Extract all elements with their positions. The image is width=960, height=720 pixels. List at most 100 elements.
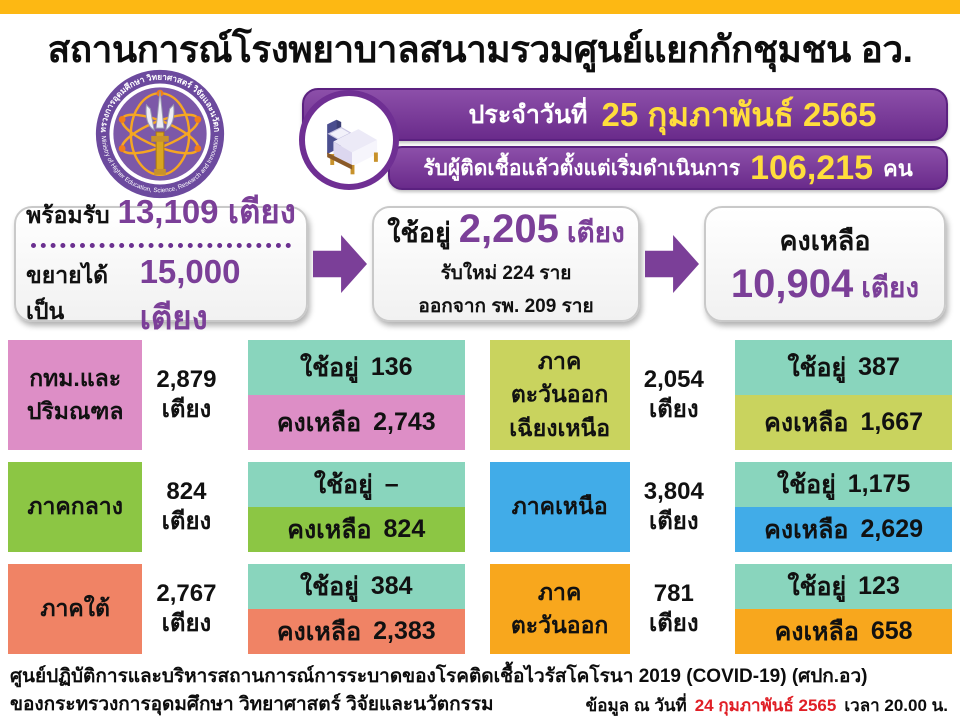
beds-count: 824 — [166, 478, 207, 505]
inuse-value: 387 — [858, 353, 900, 381]
region-name-east: ภาค ตะวันออก — [489, 564, 630, 654]
region-stack-central: ใช้อยู่ – คงเหลือ 824 — [247, 462, 465, 552]
remain-value: 2,629 — [860, 515, 924, 543]
right-arrow-icon — [645, 234, 699, 294]
grid-row-2: ภาคกลาง 824 เตียง ใช้อยู่ – คงเหลือ 824 … — [8, 462, 952, 552]
region-name-bkk: กทม.และ ปริมณฑล — [8, 340, 143, 450]
inuse-bar: ใช้อยู่ 1,175 — [735, 462, 952, 507]
region-stack-north: ใช้อยู่ 1,175 คงเหลือ 2,629 — [735, 462, 952, 552]
remain-label: คงเหลือ — [764, 515, 849, 544]
remain-label: คงเหลือ — [276, 617, 362, 646]
bed-icon — [327, 119, 378, 175]
beds-count: 781 — [653, 580, 694, 607]
remain-value: 1,667 — [860, 408, 924, 436]
region-name-central: ภาคกลาง — [8, 462, 143, 552]
inuse-label: ใช้อยู่ — [313, 470, 373, 499]
remain-value: 824 — [383, 515, 426, 543]
regions-grid: กทม.และ ปริมณฑล 2,879 เตียง ใช้อยู่ 136 … — [8, 340, 952, 666]
remaining-value: 10,904 — [730, 261, 854, 306]
page-title: สถานการณ์โรงพยาบาลสนามรวมศูนย์แยกกักชุมช… — [47, 29, 913, 70]
remain-label: คงเหลือ — [764, 408, 849, 437]
inuse-label: ใช้อยู่ — [776, 470, 836, 499]
beds-unit: เตียง — [649, 396, 699, 423]
region-beds-south: 2,767 เตียง — [142, 564, 230, 654]
date-banner: ประจำวันที่ 25 กุมภาพันธ์ 2565 — [302, 88, 948, 141]
data-suffix: เวลา 20.00 น. — [844, 696, 948, 715]
beds-count: 2,767 — [156, 580, 217, 607]
beds-unit: เตียง — [161, 396, 212, 423]
beds-count: 2,054 — [643, 366, 704, 393]
in-use-box: ใช้อยู่ 2,205 เตียง รับใหม่ 224 ราย ออกจ… — [372, 206, 640, 322]
region-beds-north: 3,804 เตียง — [630, 462, 718, 552]
inuse-value: 123 — [858, 572, 900, 600]
region-stack-south: ใช้อยู่ 384 คงเหลือ 2,383 — [247, 564, 465, 654]
remain-bar: คงเหลือ 2,383 — [247, 609, 465, 654]
mhesi-logo: กระทรวงการอุดมศึกษา วิทยาศาสตร์ วิจัยและ… — [92, 66, 228, 202]
top-yellow-band — [0, 0, 960, 14]
grid-row-3: ภาคใต้ 2,767 เตียง ใช้อยู่ 384 คงเหลือ 2… — [8, 564, 952, 654]
inuse-bar: ใช้อยู่ 123 — [735, 564, 952, 609]
inuse-unit: เตียง — [566, 217, 625, 248]
beds-count: 2,879 — [156, 366, 217, 393]
remain-label: คงเหลือ — [774, 617, 859, 646]
beds-unit: เตียง — [161, 508, 212, 535]
inuse-label: ใช้อยู่ — [787, 353, 847, 382]
region-beds-northeast: 2,054 เตียง — [630, 340, 718, 450]
inuse-bar: ใช้อยู่ 136 — [247, 340, 465, 395]
remaining-unit: เตียง — [861, 271, 920, 303]
remain-value: 2,743 — [373, 408, 436, 436]
inuse-value: – — [384, 470, 399, 498]
footer-line1: ศูนย์ปฏิบัติการและบริหารสถานการณ์การระบา… — [10, 666, 868, 687]
ready-label: พร้อมรับ — [26, 201, 110, 228]
region-beds-bkk: 2,879 เตียง — [142, 340, 230, 450]
region-stack-east: ใช้อยู่ 123 คงเหลือ 658 — [735, 564, 952, 654]
inuse-bar: ใช้อยู่ 384 — [247, 564, 465, 609]
admitted-label: รับผู้ติดเชื้อแล้วตั้งแต่เริ่มดำเนินการ — [423, 156, 741, 180]
remaining-box: คงเหลือ 10,904 เตียง — [704, 206, 946, 322]
remain-bar: คงเหลือ 2,743 — [247, 395, 465, 450]
region-name-northeast: ภาค ตะวันออก เฉียงเหนือ — [489, 340, 630, 450]
region-stack-bkk: ใช้อยู่ 136 คงเหลือ 2,743 — [247, 340, 465, 450]
remain-label: คงเหลือ — [287, 515, 372, 544]
remaining-label: คงเหลือ — [779, 225, 871, 256]
dotted-divider — [31, 242, 291, 248]
remain-bar: คงเหลือ 1,667 — [735, 395, 952, 450]
inuse-value: 384 — [370, 572, 413, 600]
region-beds-east: 781 เตียง — [630, 564, 718, 654]
admitted-unit: คน — [883, 155, 913, 181]
inuse-label: ใช้อยู่ — [299, 572, 359, 601]
data-date: 24 กุมภาพันธ์ 2565 — [694, 696, 837, 715]
capacity-box: พร้อมรับ 13,109 เตียง ขยายได้เป็น 15,000… — [14, 193, 308, 336]
footer-line2: ของกระทรวงการอุดมศึกษา วิทยาศาสตร์ วิจัย… — [10, 693, 494, 715]
right-arrow-icon — [313, 234, 367, 294]
inuse-bar: ใช้อยู่ – — [247, 462, 465, 507]
new-admissions: รับใหม่ 224 ราย — [440, 263, 572, 284]
date-label: ประจำวันที่ — [468, 100, 588, 129]
inuse-label: ใช้อยู่ — [387, 218, 451, 248]
data-prefix: ข้อมูล ณ วันที่ — [585, 696, 687, 715]
remain-value: 2,383 — [373, 617, 436, 645]
beds-count: 3,804 — [643, 478, 704, 505]
inuse-value: 136 — [370, 353, 413, 381]
remain-label: คงเหลือ — [276, 408, 362, 437]
data-as-of: ข้อมูล ณ วันที่ 24 กุมภาพันธ์ 2565 เวลา … — [586, 692, 948, 719]
region-stack-northeast: ใช้อยู่ 387 คงเหลือ 1,667 — [735, 340, 952, 450]
inuse-label: ใช้อยู่ — [299, 353, 359, 382]
region-name-north: ภาคเหนือ — [489, 462, 630, 552]
bed-badge — [299, 90, 399, 190]
region-beds-central: 824 เตียง — [142, 462, 230, 552]
inuse-value: 1,175 — [847, 470, 911, 498]
beds-unit: เตียง — [161, 610, 212, 637]
discharged: ออกจาก รพ. 209 ราย — [418, 296, 594, 317]
expand-label: ขยายได้เป็น — [26, 261, 109, 324]
footer-text: ศูนย์ปฏิบัติการและบริหารสถานการณ์การระบา… — [10, 663, 867, 718]
inuse-bar: ใช้อยู่ 387 — [735, 340, 952, 395]
expand-value: 15,000 เตียง — [139, 252, 241, 336]
region-name-south: ภาคใต้ — [8, 564, 143, 654]
remain-value: 658 — [870, 617, 913, 645]
beds-unit: เตียง — [649, 508, 699, 535]
mhesi-logo-icon: กระทรวงการอุดมศึกษา วิทยาศาสตร์ วิจัยและ… — [93, 67, 227, 201]
date-value: 25 กุมภาพันธ์ 2565 — [601, 96, 877, 133]
remain-bar: คงเหลือ 658 — [735, 609, 952, 654]
